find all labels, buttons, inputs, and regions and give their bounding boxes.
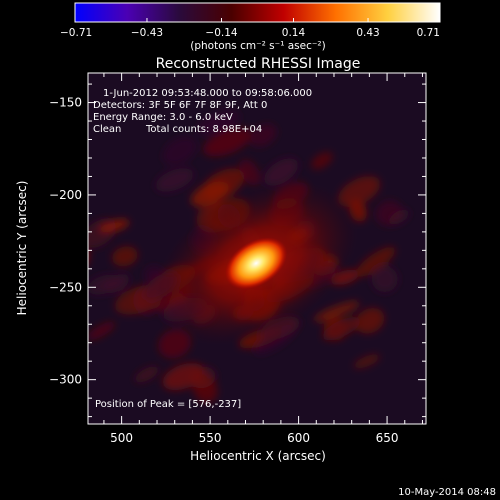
emission-blob (311, 152, 333, 170)
chart-title: Reconstructed RHESSI Image (156, 56, 361, 72)
emission-blob (355, 246, 396, 277)
x-tick-label: 500 (110, 431, 133, 445)
y-tick-label: −150 (49, 96, 82, 110)
emission-blob (99, 219, 130, 233)
flare-core (225, 237, 288, 290)
annotation-method: Clean (93, 124, 121, 135)
y-tick-label: −300 (49, 373, 82, 387)
footer-timestamp: 10-May-2014 08:48 (398, 487, 496, 498)
annotation-energy-range: Energy Range: 3.0 - 6.0 keV (93, 112, 233, 123)
emission-blob (264, 158, 299, 186)
plot-frame (87, 72, 427, 425)
emission-blob (239, 159, 261, 186)
colorbar-units-label: (photons cm⁻² s⁻¹ asec⁻²) (190, 40, 325, 52)
x-tick-label: 600 (287, 431, 310, 445)
colorbar-ticks: −0.71 −0.43 −0.14 0.14 0.43 0.71 (60, 18, 441, 39)
x-tick-label: 550 (199, 431, 222, 445)
emission-blob (134, 366, 159, 383)
annotation-peak-position: Position of Peak = [576,-237] (95, 399, 241, 410)
emission-blob (203, 127, 252, 157)
emission-blob (191, 181, 229, 207)
x-tick-label: 650 (376, 431, 399, 445)
emission-blob (353, 354, 381, 369)
y-tick-label: −250 (49, 280, 82, 294)
heatmap-image (88, 73, 426, 424)
colorbar-tick-label: −0.43 (131, 27, 163, 39)
y-tick-label: −200 (49, 188, 82, 202)
emission-blob (249, 124, 277, 147)
emission-blob (88, 274, 120, 295)
emission-blob (371, 265, 398, 293)
emission-blob (197, 110, 240, 136)
colorbar-tick-label: −0.71 (60, 27, 92, 39)
y-axis-ticks: −150 −200 −250 −300 (49, 83, 426, 418)
emission-blob (111, 246, 138, 267)
colorbar-tick-label: −0.14 (205, 27, 237, 39)
emission-blob (313, 301, 360, 322)
colorbar-tick-label: 0.71 (417, 27, 440, 39)
colorbar-tick-label: 0.14 (282, 27, 306, 39)
emission-blob (155, 168, 194, 192)
emission-blob (355, 307, 385, 334)
emission-blob (338, 176, 381, 207)
annotation-detectors: Detectors: 3F 5F 6F 7F 8F 9F, Att 0 (93, 100, 267, 111)
emission-blob (192, 374, 218, 403)
annotation-total-counts: Total counts: 8.98E+04 (145, 124, 262, 135)
colorbar: −0.71 −0.43 −0.14 0.14 0.43 0.71 (photons cm⁻… (60, 2, 441, 52)
annotations: 1-Jun-2012 09:53:48.000 to 09:58:06.000 … (93, 88, 312, 410)
annotation-time-range: 1-Jun-2012 09:53:48.000 to 09:58:06.000 (103, 88, 312, 99)
emission-blob (88, 321, 116, 340)
colorbar-gradient (74, 2, 441, 23)
emission-blob (322, 317, 361, 341)
colorbar-tick-label: 0.43 (356, 27, 379, 39)
x-axis-ticks: 500 550 600 650 (103, 73, 423, 445)
x-axis-label: Heliocentric X (arcsec) (190, 449, 326, 463)
emission-blob (163, 136, 197, 166)
y-axis-label: Heliocentric Y (arcsec) (15, 181, 29, 316)
emission-blob (375, 200, 403, 226)
